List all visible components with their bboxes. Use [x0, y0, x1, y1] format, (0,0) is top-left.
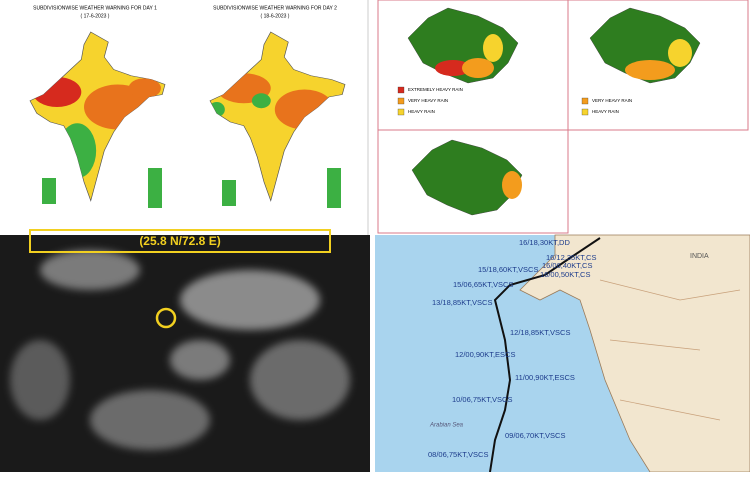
track-label: 15/06,65KT,VSCS: [453, 280, 513, 289]
rajasthan-map: [407, 7, 519, 84]
legend-label: HEAVY RAIN: [408, 109, 435, 114]
track-label: 10/06,75KT,VSCS: [452, 395, 512, 404]
label-box: [29, 229, 331, 253]
legend: VERY HEAVY RAIN HEAVY RAIN: [581, 97, 632, 116]
frame: [567, 0, 749, 131]
place-label: Arabian Sea: [429, 423, 464, 429]
rajasthan-map: [589, 7, 701, 84]
track-label: 16/06,40KT,CS: [542, 261, 592, 270]
track-label: 12/00,90KT,ESCS: [455, 350, 515, 359]
legend-swatch: [581, 97, 589, 105]
boundaries: [599, 279, 741, 421]
location-label: (25.8 N/72.8 E): [139, 234, 220, 248]
island: [42, 178, 56, 204]
track-label: 09/06,70KT,VSCS: [505, 431, 565, 440]
legend-swatch: [397, 108, 405, 116]
track-label: 12/18,85KT,VSCS: [510, 328, 570, 337]
map-title: SUBDIVISIONWISE WEATHER WARNING FOR DAY …: [213, 5, 337, 11]
legend-label: VERY HEAVY RAIN: [408, 98, 448, 103]
legend-label: HEAVY RAIN: [592, 109, 619, 114]
island: [148, 168, 162, 208]
cyclone-center: [155, 307, 177, 329]
track-label: 15/18,60KT,VSCS: [478, 265, 538, 274]
map-date: ( 18-6-2023 ): [261, 13, 290, 19]
legend-swatch: [581, 108, 589, 116]
map-title: SUBDIVISIONWISE WEATHER WARNING FOR DAY …: [33, 5, 157, 11]
frame: [377, 129, 569, 234]
cyclone-track: [489, 237, 601, 473]
rajasthan-map: [411, 139, 523, 216]
legend: EXTREMELY HEAVY RAIN VERY HEAVY RAIN HEAVY…: [397, 86, 463, 116]
legend-label: EXTREMELY HEAVY RAIN: [408, 87, 463, 92]
track-labels: 16/18,30KT,DD16/12,35KT,CS16/06,40KT,CS1…: [428, 238, 709, 459]
track-label: 13/18,85KT,VSCS: [432, 298, 492, 307]
track-label: 08/06,75KT,VSCS: [428, 450, 488, 459]
island: [327, 168, 341, 208]
track-label: 16/12,35KT,CS: [546, 253, 596, 262]
legend-swatch: [397, 97, 405, 105]
track-label: 11/00,90KT,ESCS: [515, 373, 575, 382]
place-label: INDIA: [690, 253, 709, 260]
map-date: ( 17-6-2023 ): [81, 13, 110, 19]
legend-label: VERY HEAVY RAIN: [592, 98, 632, 103]
track-label: 16/18,30KT,DD: [519, 238, 570, 247]
island: [222, 180, 236, 206]
track-label: 16/00,50KT,CS: [540, 270, 590, 279]
legend-swatch: [397, 86, 405, 94]
clouds: [10, 250, 350, 450]
